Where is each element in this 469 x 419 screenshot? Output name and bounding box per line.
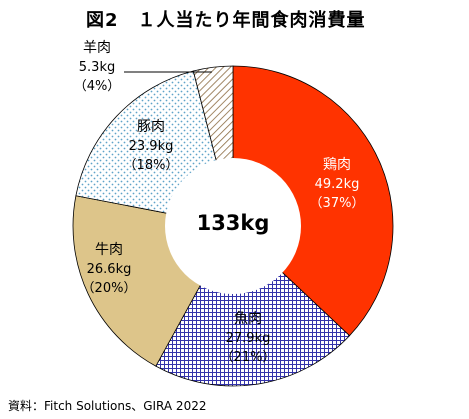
slice-label-2: 牛肉 26.6kg （20%） xyxy=(74,241,144,298)
slice-label-3: 豚肉 23.9kg （18%） xyxy=(116,118,186,175)
slice-name: 鶏肉 xyxy=(323,157,351,173)
slice-value: 5.3kg xyxy=(78,60,116,75)
slice-percent: （20%） xyxy=(81,281,137,296)
slice-name: 豚肉 xyxy=(137,119,165,135)
slice-0 xyxy=(232,65,394,337)
slice-value: 26.6kg xyxy=(86,262,132,277)
slice-label-0: 鶏肉 49.2kg （37%） xyxy=(292,156,382,213)
slice-label-4: 羊肉 5.3kg （4%） xyxy=(70,39,124,96)
slice-value: 23.9kg xyxy=(128,139,174,154)
slice-1 xyxy=(155,225,351,387)
slice-label-1: 魚肉 27.9kg （21%） xyxy=(213,310,283,367)
slice-percent: （18%） xyxy=(123,158,179,173)
total-label: 133kg xyxy=(196,211,270,235)
slice-value: 27.9kg xyxy=(225,331,271,346)
slice-value: 49.2kg xyxy=(314,177,360,192)
slice-name: 牛肉 xyxy=(95,242,123,258)
source-note: 資料：Fitch Solutions、GIRA 2022 xyxy=(8,399,207,413)
chart-title: 図2 １人当たり年間食肉消費量 xyxy=(86,10,366,31)
slice-percent: （21%） xyxy=(220,350,276,365)
slice-percent: （37%） xyxy=(309,196,365,211)
slice-name: 羊肉 xyxy=(83,40,111,56)
donut-hole xyxy=(165,158,301,294)
slice-name: 魚肉 xyxy=(234,311,262,327)
slice-percent: （4%） xyxy=(73,79,121,94)
